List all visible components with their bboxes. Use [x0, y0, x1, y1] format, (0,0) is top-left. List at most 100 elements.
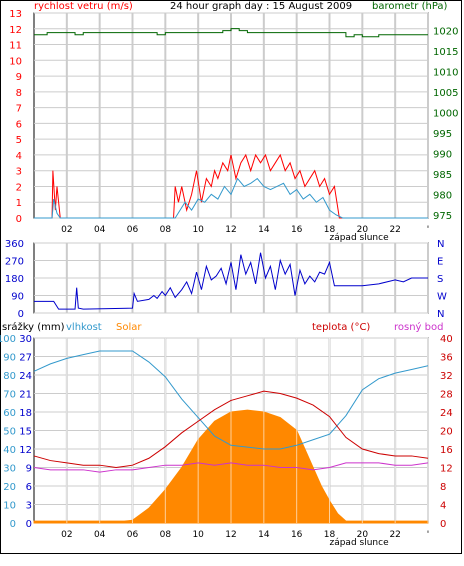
wind-tick-label: 12 [9, 25, 22, 36]
rain-tick-label: 0 [26, 519, 32, 530]
temperature-tick-label: 4 [440, 501, 446, 512]
wind-tick-label: 11 [9, 41, 22, 52]
x-tick-label: 04 [94, 225, 106, 235]
x-tick-label: 02 [61, 530, 72, 540]
dewpoint-axis-label: rosný bod [394, 321, 443, 333]
x-tick-label: 12 [225, 530, 236, 540]
rain-tick-label: 9 [26, 464, 32, 475]
x-tick-label: 02 [61, 225, 72, 235]
wind-speed-axis-label: rychlost vetru (m/s) [34, 1, 133, 12]
wind-tick-label: 8 [16, 88, 22, 99]
x-tick-label: ' [427, 225, 429, 235]
compass-tick-label: E [437, 257, 443, 268]
compass-tick-label: N [437, 309, 444, 320]
rain-tick-label: 12 [19, 445, 32, 456]
barometer-tick-label: 1015 [433, 47, 458, 58]
direction-tick-label: 180 [5, 274, 24, 285]
direction-tick-label: 90 [11, 292, 24, 303]
wind-tick-label: 0 [16, 214, 22, 225]
temperature-tick-label: 12 [440, 464, 453, 475]
wind-barometer-panel: 0123456789101112139759809859909951000100… [9, 9, 458, 243]
solar-axis-label: Solar [116, 322, 142, 333]
compass-tick-label: S [437, 274, 443, 285]
x-tick-label: 06 [127, 530, 139, 540]
x-tick-label: 18 [324, 530, 336, 540]
humidity-tick-label: 60 [3, 408, 16, 419]
x-tick-label: 10 [192, 530, 204, 540]
wind-tick-label: 9 [16, 72, 22, 83]
humidity-tick-label: 70 [3, 390, 16, 401]
humidity-tick-label: 10 [3, 501, 16, 512]
wind-tick-label: 13 [9, 9, 22, 20]
series-dewpoint [33, 462, 429, 473]
rain-tick-label: 24 [19, 371, 32, 382]
rain-tick-label: 15 [19, 427, 32, 438]
temperature-tick-label: 0 [440, 519, 446, 530]
x-tick-label: 10 [192, 225, 204, 235]
humidity-tick-label: 90 [3, 353, 16, 364]
humidity-tick-label: 40 [3, 445, 16, 456]
x-tick-label: ' [427, 530, 429, 540]
x-tick-label: 20 [357, 530, 369, 540]
direction-tick-label: 360 [5, 239, 24, 250]
x-tick-label: 14 [258, 530, 270, 540]
barometer-tick-label: 1020 [433, 27, 458, 38]
barometer-axis-label: barometr (hPa) [372, 1, 448, 12]
x-tick-label: 22 [389, 530, 400, 540]
humidity-tick-label: 30 [3, 464, 16, 475]
temperature-tick-label: 16 [440, 445, 453, 456]
humidity-axis-label: vlhkost [66, 322, 102, 333]
barometer-tick-label: 990 [433, 150, 452, 161]
chart-title: 24 hour graph day : 15 August 2009 [170, 1, 353, 12]
temperature-tick-label: 24 [440, 408, 453, 419]
barometer-tick-label: 1005 [433, 88, 458, 99]
barometer-tick-label: 975 [433, 211, 452, 222]
series-direction [34, 252, 428, 310]
humidity-tick-label: 80 [3, 371, 16, 382]
compass-tick-label: N [437, 239, 444, 250]
direction-tick-label: 0 [18, 309, 24, 320]
temperature-tick-label: 32 [440, 371, 453, 382]
x-tick-label: 08 [160, 225, 172, 235]
series-gust [34, 153, 346, 219]
humidity-tick-label: 0 [10, 519, 16, 530]
temperature-humidity-panel: 0102030405060708090100036912151821242730… [0, 321, 453, 548]
wind-tick-label: 1 [16, 198, 22, 209]
x-tick-label: 08 [160, 530, 172, 540]
rain-tick-label: 3 [26, 501, 32, 512]
chart-frame [0, 0, 462, 554]
series-humidity [33, 350, 429, 450]
series-barometer [34, 28, 428, 38]
temperature-tick-label: 28 [440, 390, 453, 401]
wind-tick-label: 5 [16, 135, 22, 146]
barometer-tick-label: 995 [433, 129, 452, 140]
x-tick-label: 14 [258, 225, 270, 235]
x-tick-label: 06 [127, 225, 139, 235]
x-tick-label: 12 [225, 225, 236, 235]
wind-tick-label: 10 [9, 56, 22, 67]
temperature-tick-label: 40 [440, 334, 453, 345]
series-average [34, 177, 428, 219]
barometer-tick-label: 1000 [433, 109, 458, 120]
humidity-tick-label: 20 [3, 482, 16, 493]
barometer-tick-label: 980 [433, 191, 452, 202]
temperature-tick-label: 36 [440, 353, 453, 364]
x-tick-label: 18 [324, 225, 336, 235]
wind-tick-label: 7 [16, 104, 22, 115]
rain-tick-label: 18 [19, 408, 32, 419]
rain-tick-label: 21 [19, 390, 32, 401]
wind-tick-label: 2 [16, 182, 22, 193]
direction-tick-label: 270 [5, 257, 24, 268]
sunset-label: západ slunce [329, 538, 389, 548]
compass-tick-label: W [437, 292, 447, 303]
temperature-tick-label: 8 [440, 482, 446, 493]
wind-tick-label: 6 [16, 119, 22, 130]
temperature-tick-label: 20 [440, 427, 453, 438]
wind-tick-label: 3 [16, 167, 22, 178]
wind-tick-label: 4 [16, 151, 22, 162]
x-tick-label: 04 [94, 530, 106, 540]
rain-tick-label: 30 [19, 334, 32, 345]
x-tick-label: 22 [389, 225, 400, 235]
